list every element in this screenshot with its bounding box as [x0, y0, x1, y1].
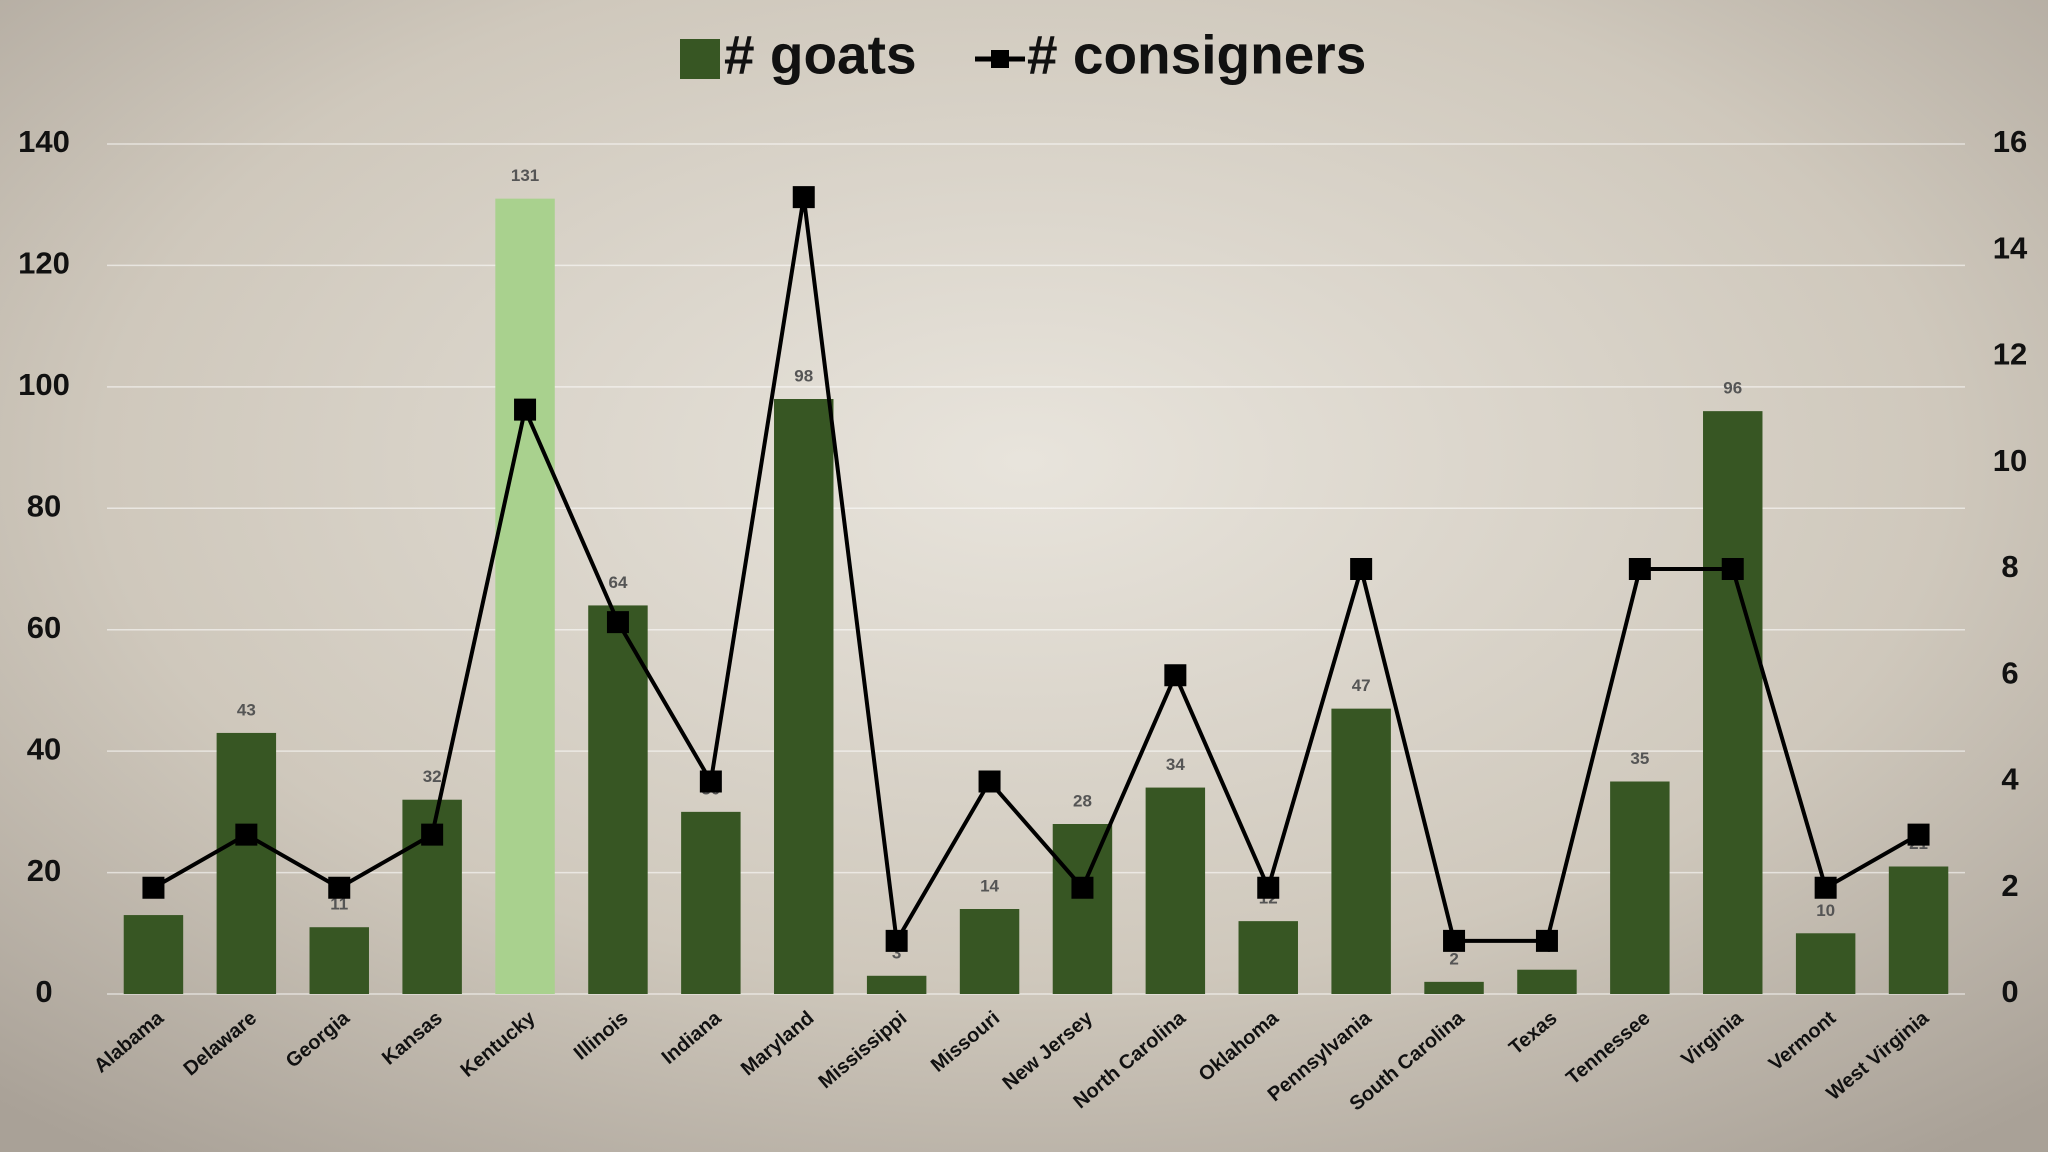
marker: [1071, 876, 1094, 899]
value-label: 64: [608, 573, 627, 592]
line: [152, 196, 1920, 947]
marker: [421, 823, 444, 846]
marker: [978, 770, 1001, 793]
y2-tick-label: 6: [2001, 655, 2018, 690]
y2-tick-label: 4: [2001, 762, 2019, 797]
marker: [1164, 664, 1187, 687]
legend-label: # consigners: [1027, 24, 1366, 86]
y2-tick-label: 14: [1993, 230, 2028, 265]
bar: [495, 198, 555, 995]
bar: [1888, 866, 1949, 994]
bar: [1703, 411, 1763, 995]
marker: [1814, 876, 1837, 899]
bar: [774, 399, 834, 994]
y-tick-label: 140: [18, 124, 70, 159]
value-label: 43: [237, 700, 256, 719]
value-label: 35: [1630, 749, 1649, 768]
marker: [1721, 558, 1744, 580]
marker: [792, 186, 815, 209]
bar: [866, 975, 927, 994]
bar: [1052, 824, 1113, 994]
legend-label: # goats: [724, 24, 917, 86]
bar: [681, 811, 741, 994]
value-label: 98: [794, 366, 813, 385]
bar: [309, 927, 369, 994]
marker: [1443, 929, 1466, 952]
y-tick-label: 120: [18, 246, 70, 281]
marker: [328, 876, 351, 899]
marker: [606, 611, 629, 634]
y2-tick-label: 8: [2001, 549, 2018, 584]
value-label: 2: [1449, 949, 1458, 968]
value-label: 11: [330, 895, 348, 914]
value-label: 34: [1166, 755, 1185, 774]
value-label: 131: [511, 166, 539, 185]
marker: [514, 398, 537, 421]
bar: [1331, 708, 1391, 994]
marker: [142, 876, 165, 899]
y2-tick-label: 10: [1993, 443, 2027, 478]
y2-tick-label: 0: [2001, 974, 2018, 1009]
value-label: 3: [892, 943, 901, 962]
bar: [588, 605, 648, 994]
value-label: 14: [980, 876, 999, 895]
bar: [1424, 981, 1484, 994]
bar: [123, 915, 184, 994]
marker: [1257, 876, 1280, 899]
y2-tick-label: 12: [1993, 337, 2027, 372]
value-label: 32: [423, 767, 442, 786]
legend-swatch: [680, 39, 720, 79]
marker: [1535, 929, 1558, 952]
bar: [1145, 787, 1206, 994]
marker: [885, 929, 908, 952]
y-tick-label: 80: [27, 488, 61, 523]
value-label: 96: [1723, 379, 1742, 398]
y-tick-label: 100: [18, 367, 70, 402]
legend-marker: [991, 50, 1009, 68]
marker: [1350, 558, 1373, 580]
marker: [1907, 823, 1930, 846]
bar: [1795, 933, 1856, 994]
y-tick-label: 0: [35, 974, 52, 1009]
bar: [1610, 781, 1670, 994]
y-tick-label: 40: [27, 731, 61, 766]
bar: [216, 732, 277, 994]
bar: [1517, 969, 1577, 994]
y-tick-label: 60: [27, 610, 61, 645]
value-label: 47: [1352, 676, 1371, 695]
marker: [699, 770, 722, 793]
marker: [1628, 558, 1651, 580]
y-tick-label: 20: [27, 853, 61, 888]
bar: [959, 909, 1020, 994]
value-label: 28: [1073, 791, 1092, 810]
value-label: 10: [1816, 901, 1835, 920]
marker: [235, 823, 258, 846]
y2-tick-label: 16: [1993, 124, 2027, 159]
y2-tick-label: 2: [2001, 868, 2018, 903]
bar: [1238, 921, 1298, 994]
